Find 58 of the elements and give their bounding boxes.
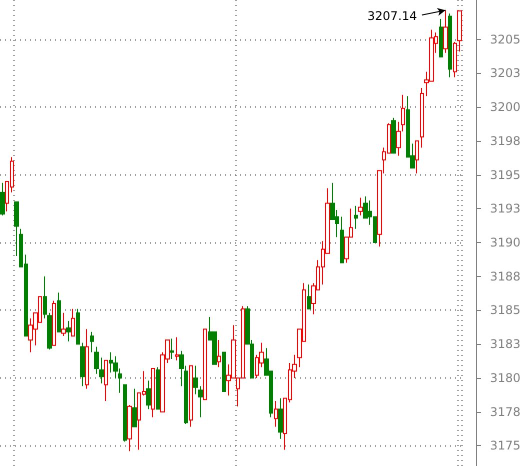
candlestick bbox=[175, 336, 179, 361]
candlestick bbox=[307, 284, 311, 310]
candlestick bbox=[151, 368, 155, 418]
candlestick bbox=[457, 10, 462, 52]
candlestick bbox=[132, 388, 137, 428]
candlestick bbox=[94, 346, 99, 374]
y-tick-label: 3185 bbox=[490, 303, 521, 318]
candlestick bbox=[14, 201, 19, 257]
candlestick bbox=[57, 292, 61, 332]
candlestick bbox=[43, 276, 47, 319]
annotation: 3207.14 bbox=[367, 9, 418, 24]
candlestick bbox=[80, 342, 85, 387]
y-tick-label: 3198 bbox=[490, 134, 521, 148]
candlestick bbox=[85, 328, 89, 390]
y-tick-label: 3203 bbox=[490, 66, 521, 80]
candlestick bbox=[198, 386, 203, 418]
candlestick bbox=[47, 312, 52, 350]
candlestick bbox=[104, 360, 108, 402]
candlestick bbox=[278, 398, 283, 440]
candlestick bbox=[66, 320, 71, 342]
candlestick bbox=[274, 400, 278, 428]
candlestick bbox=[76, 308, 80, 345]
candlestick bbox=[146, 380, 151, 410]
candlestick bbox=[448, 13, 452, 78]
candlestick bbox=[358, 197, 363, 216]
y-tick-label: 3183 bbox=[490, 337, 521, 352]
y-tick-label: 3178 bbox=[490, 404, 521, 419]
y-tick-label: 3175 bbox=[490, 438, 521, 453]
candlestick bbox=[0, 182, 5, 216]
candlestick bbox=[90, 331, 94, 353]
candlestick bbox=[99, 357, 104, 384]
y-tick-label: 3180 bbox=[490, 370, 521, 385]
candlestick bbox=[439, 18, 443, 58]
y-tick-label: 3193 bbox=[490, 202, 521, 216]
candlestick bbox=[415, 140, 419, 174]
candlestick bbox=[61, 312, 66, 336]
candlestick bbox=[217, 340, 221, 368]
candlestick bbox=[193, 365, 198, 395]
y-tick-label: 3200 bbox=[490, 100, 521, 114]
candlestick bbox=[71, 308, 75, 336]
y-tick-label: 3205 bbox=[490, 32, 521, 46]
candlestick bbox=[354, 205, 358, 230]
candlestick bbox=[391, 117, 396, 154]
y-tick-label: 3188 bbox=[490, 269, 521, 284]
candlestick bbox=[453, 41, 457, 78]
candlestick bbox=[170, 338, 174, 360]
y-tick-label: 3195 bbox=[490, 168, 521, 182]
candlestick bbox=[156, 366, 160, 410]
candlestick bbox=[222, 352, 226, 392]
candlestick bbox=[340, 216, 344, 264]
candlestick bbox=[203, 328, 207, 400]
candlestick bbox=[127, 404, 132, 452]
candlestick bbox=[123, 384, 127, 442]
y-tick-label: 3190 bbox=[490, 235, 521, 250]
candlestick bbox=[443, 10, 448, 54]
candlestick bbox=[420, 88, 424, 148]
candlestick bbox=[52, 300, 56, 346]
candlestick bbox=[189, 365, 193, 428]
